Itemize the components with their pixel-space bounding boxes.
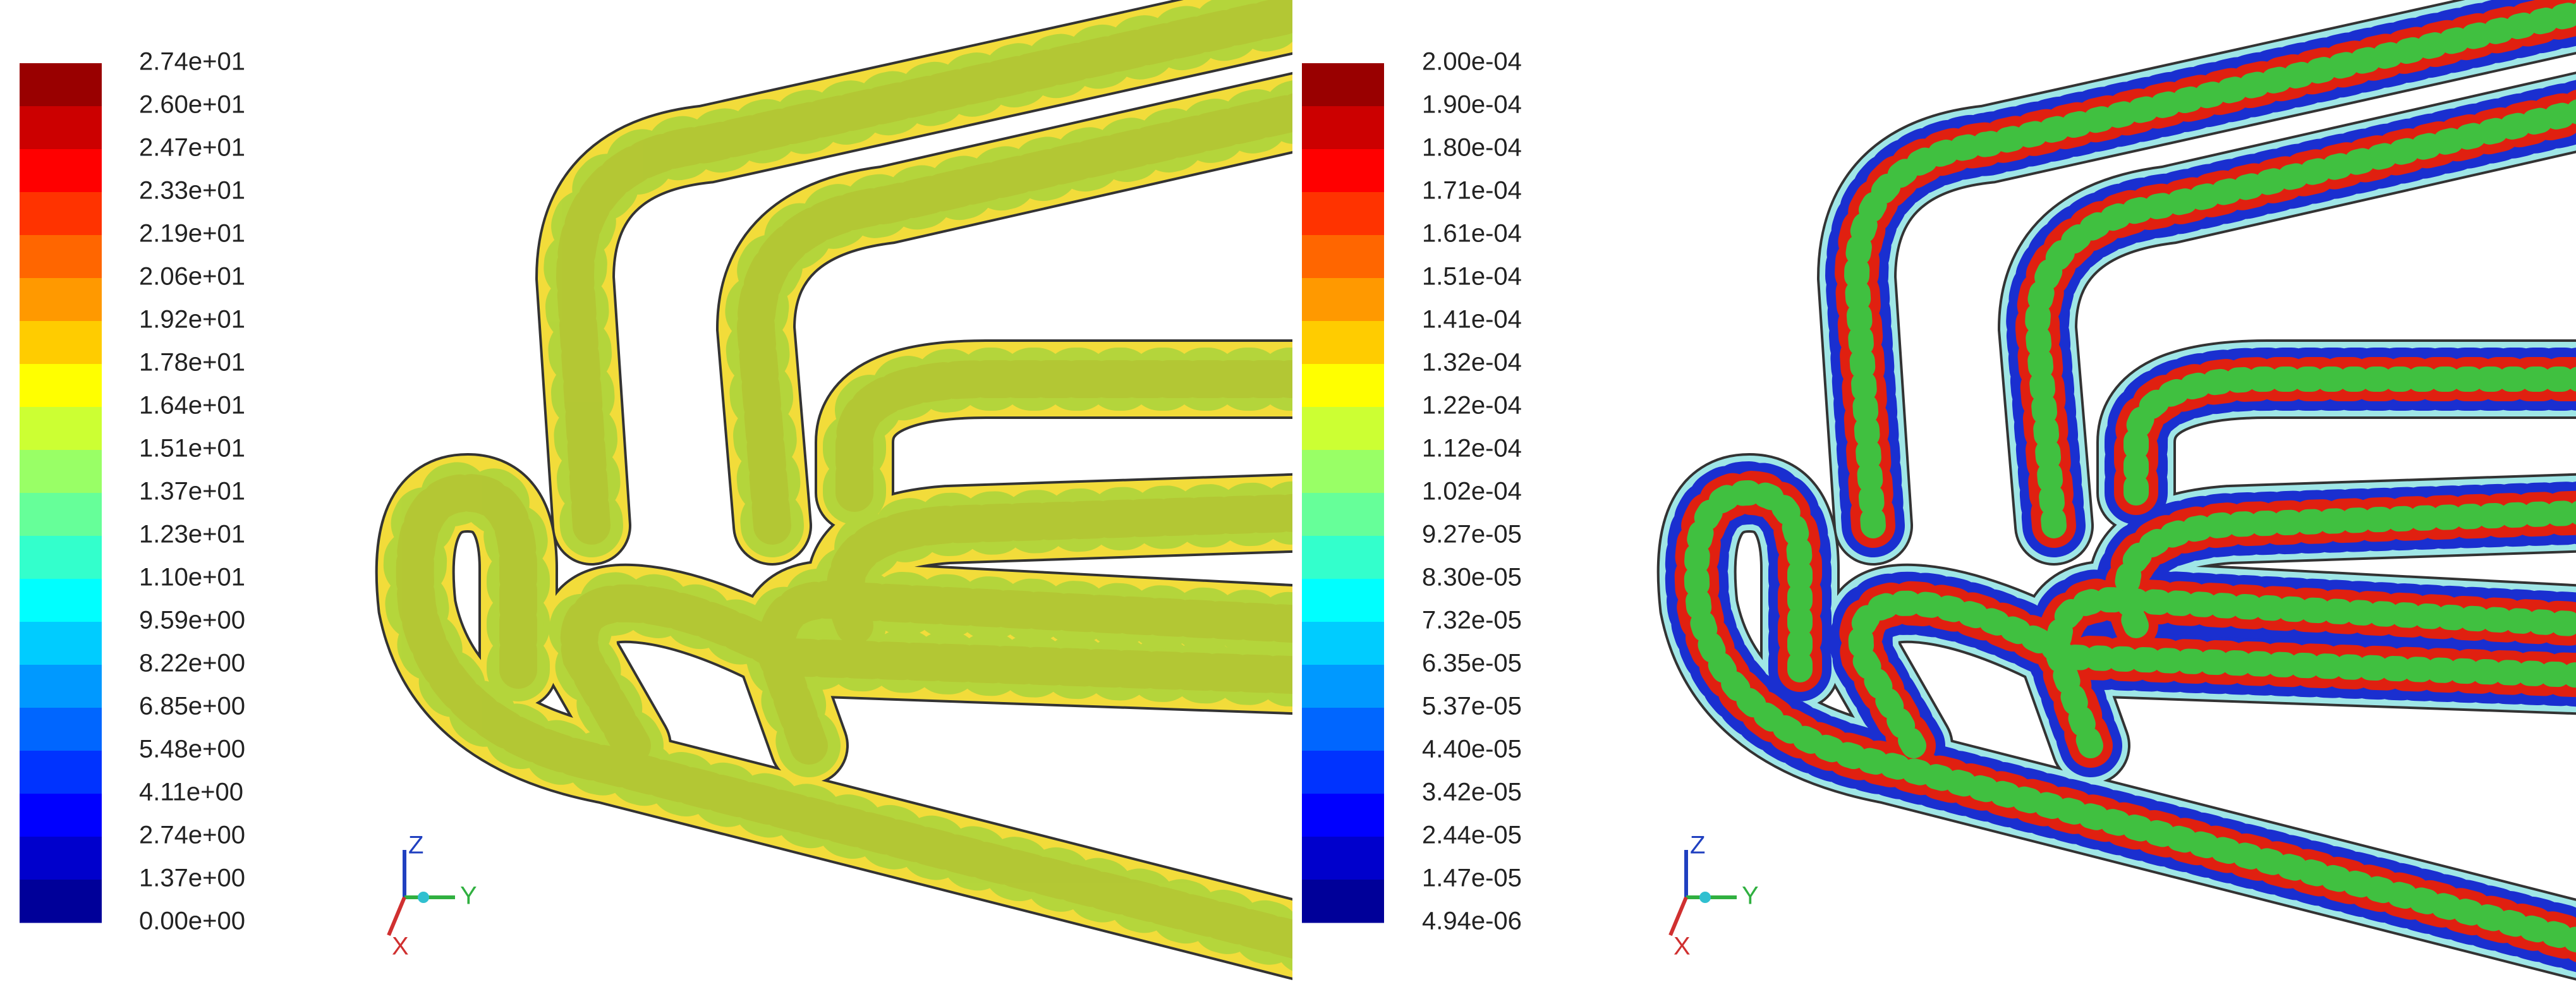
colorbar-label: 6.35e-05: [1422, 650, 1522, 677]
colorbar-band: [1302, 235, 1384, 279]
colorbar-band: [1302, 278, 1384, 322]
colorbar-band: [1302, 579, 1384, 622]
colorbar-band: [20, 407, 102, 451]
colorbar-band: [1302, 837, 1384, 880]
colorbar-band: [20, 493, 102, 536]
axis-label: Z: [408, 832, 423, 859]
flow-view-right: [1697, 6, 2576, 948]
colorbar-label: 1.32e-04: [1422, 349, 1522, 377]
colorbar-band: [1302, 149, 1384, 193]
axis-x: [387, 896, 406, 937]
colorbar-label: 2.33e+01: [139, 177, 245, 205]
colorbar-label: 9.27e-05: [1422, 521, 1522, 549]
colorbar-label: 1.12e-04: [1422, 435, 1522, 463]
colorbar-label: 7.32e-05: [1422, 607, 1522, 634]
axis-origin: [1699, 892, 1711, 903]
colorbar-label: 2.60e+01: [139, 91, 245, 119]
colorbar-label: 8.30e-05: [1422, 564, 1522, 591]
colorbar-label: 2.47e+01: [139, 134, 245, 162]
colorbar-label: 2.19e+01: [139, 220, 245, 248]
colorbar-label: 5.37e-05: [1422, 693, 1522, 720]
colorbar-band: [20, 235, 102, 279]
colorbar-label: 1.61e-04: [1422, 220, 1522, 248]
colorbar-label: 4.40e-05: [1422, 736, 1522, 763]
colorbar-band: [1302, 364, 1384, 408]
axis-x: [1668, 896, 1688, 937]
colorbar: 2.74e+01 2.60e+01 2.47e+01 2.33e+01 2.19e+01…: [20, 48, 245, 935]
colorbar-label: 4.11e+00: [139, 779, 243, 806]
colorbar-label: 1.51e+01: [139, 435, 245, 463]
colorbar-label: 0.00e+00: [139, 907, 245, 935]
colorbar-band: [1302, 751, 1384, 794]
colorbar-label: 1.92e+01: [139, 306, 245, 334]
colorbar-label: 1.10e+01: [139, 564, 245, 591]
colorbar-band: [20, 106, 102, 150]
colorbar-band: [20, 63, 102, 107]
colorbar-label: 2.06e+01: [139, 263, 245, 291]
colorbar-label: 1.02e-04: [1422, 478, 1522, 506]
colorbar-band: [20, 794, 102, 837]
flow-view-left: [415, 6, 1327, 948]
colorbar-label: 1.78e+01: [139, 349, 245, 377]
colorbar-band: [1302, 321, 1384, 365]
colorbar-band: [20, 364, 102, 408]
colorbar-band: [20, 751, 102, 794]
colorbar-label: 2.44e-05: [1422, 821, 1522, 849]
colorbar-band: [20, 880, 102, 923]
colorbar-band: [20, 708, 102, 751]
colorbar-label: 9.59e+00: [139, 607, 245, 634]
colorbar-label: 8.22e+00: [139, 650, 245, 677]
axis-label: X: [392, 933, 409, 961]
colorbar: 2.00e-04 1.90e-04 1.80e-04 1.71e-04 1.61e-04…: [1302, 48, 1522, 935]
colorbar-band: [1302, 880, 1384, 923]
colorbar-band: [1302, 708, 1384, 751]
colorbar-band: [1302, 665, 1384, 708]
axis-triad: Z Y X: [387, 832, 477, 961]
colorbar-label: 2.74e+00: [139, 821, 245, 849]
colorbar-band: [20, 321, 102, 365]
axis-label: X: [1674, 933, 1691, 961]
colorbar-band: [1302, 407, 1384, 451]
colorbar-band: [20, 450, 102, 494]
colorbar-label: 2.00e-04: [1422, 48, 1522, 76]
colorbar-band: [20, 579, 102, 622]
axis-label: Y: [1742, 882, 1759, 910]
colorbar-label: 1.23e+01: [139, 521, 245, 549]
colorbar-band: [20, 536, 102, 579]
colorbar-label: 1.47e-05: [1422, 864, 1522, 892]
axis-triad: Z Y X: [1668, 832, 1759, 961]
colorbar-label: 6.85e+00: [139, 693, 245, 720]
colorbar-label: 1.71e-04: [1422, 177, 1522, 205]
colorbar-label: 3.42e-05: [1422, 779, 1522, 806]
colorbar-band: [20, 278, 102, 322]
colorbar-band: [1302, 192, 1384, 236]
colorbar-label: 4.94e-06: [1422, 907, 1522, 935]
colorbar-label: 1.64e+01: [139, 392, 245, 420]
colorbar-band: [1302, 622, 1384, 665]
colorbar-band: [20, 192, 102, 236]
axis-label: Y: [460, 882, 477, 910]
colorbar-label: 1.37e+00: [139, 864, 245, 892]
colorbar-band: [20, 837, 102, 880]
colorbar-band: [20, 622, 102, 665]
colorbar-band: [1302, 493, 1384, 536]
colorbar-label: 2.74e+01: [139, 48, 245, 76]
colorbar-band: [1302, 63, 1384, 107]
colorbar-label: 1.80e-04: [1422, 134, 1522, 162]
colorbar-label: 1.37e+01: [139, 478, 245, 506]
colorbar-label: 1.51e-04: [1422, 263, 1522, 291]
colorbar-label: 1.41e-04: [1422, 306, 1522, 334]
axis-label: Z: [1690, 832, 1705, 859]
colorbar-band: [1302, 536, 1384, 579]
colorbar-band: [1302, 106, 1384, 150]
colorbar-label: 1.22e-04: [1422, 392, 1522, 420]
axis-origin: [418, 892, 429, 903]
colorbar-label: 1.90e-04: [1422, 91, 1522, 119]
colorbar-band: [1302, 794, 1384, 837]
colorbar-band: [20, 149, 102, 193]
colorbar-band: [1302, 450, 1384, 494]
colorbar-band: [20, 665, 102, 708]
colorbar-label: 5.48e+00: [139, 736, 245, 763]
